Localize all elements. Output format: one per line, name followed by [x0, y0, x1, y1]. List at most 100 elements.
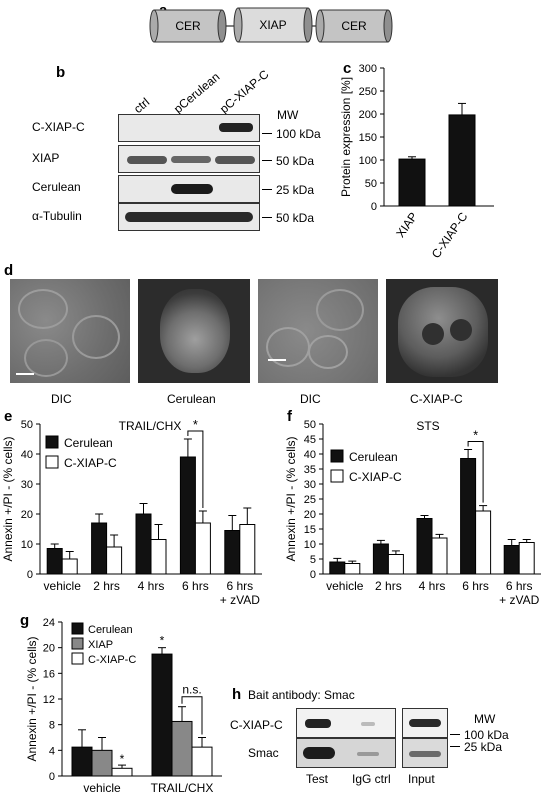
c-ytick-label-4: 200 [359, 109, 377, 121]
dic-image-2 [258, 279, 378, 383]
c-ytick-label-2: 100 [359, 155, 377, 167]
g-legend-label-2: C-XIAP-C [88, 654, 136, 666]
h-lane-test: Test [306, 772, 329, 786]
h-mw-100kda: 100 kDa [464, 728, 509, 742]
segment-label-3: CER [341, 19, 367, 33]
c-ytick-label-1: 50 [365, 178, 377, 190]
g-legend-swatch-2 [71, 652, 84, 665]
chart-c: 0 50 100 150 200 250 300 Protein expression [%]… [339, 63, 494, 260]
segment-label-2: XIAP [259, 18, 286, 32]
f-xtick-label-1-0: 2 hrs [375, 579, 402, 593]
f-ytick-label-8: 40 [304, 449, 316, 461]
g-legend-label-0: Cerulean [88, 624, 133, 636]
e-bar-1-0 [61, 558, 78, 575]
chart-g: 0 4 8 12 16 20 24 Annexin +/PI - (% cells) vehic… [25, 617, 222, 794]
f-ytick-label-3: 15 [304, 524, 316, 536]
e-bar-1-2 [150, 539, 167, 575]
cer-segment-2 [315, 9, 393, 43]
e-ytick-label-2: 20 [21, 509, 33, 521]
g-bar-2-1 [191, 746, 213, 777]
caption-dic-1: DIC [51, 392, 72, 406]
c-bar-0 [398, 158, 426, 207]
f-xtick-label-4-1: + zVAD [499, 593, 539, 607]
e-xtick-label-4-1: + zVAD [220, 593, 260, 607]
f-ytick-label-4: 20 [304, 509, 316, 521]
e-title: TRAIL/CHX [119, 419, 182, 433]
bait-antibody-title: Bait antibody: Smac [248, 688, 355, 702]
cer-segment-1 [149, 9, 227, 43]
e-bar-1-4 [239, 524, 256, 575]
h-row-label-smac: Smac [248, 746, 279, 760]
g-legend-swatch-1 [71, 637, 84, 650]
f-legend-swatch-0 [330, 449, 344, 463]
f-bar-0-1 [372, 543, 389, 575]
h-mw-title: MW [474, 712, 496, 726]
f-bar-0-4 [503, 545, 520, 575]
f-xtick-label-0-0: vehicle [326, 579, 364, 593]
caption-cxiapc: C-XIAP-C [410, 392, 463, 406]
mw-50kda-tubulin: 50 kDa [276, 211, 315, 225]
g-bar-0-0 [71, 746, 93, 777]
g-ns-label: n.s. [182, 683, 201, 697]
blot-strip-cxiapc [118, 114, 260, 142]
e-ytick-label-5: 50 [21, 419, 33, 431]
panel-e-letter: e [4, 408, 13, 425]
f-ytick-label-2: 10 [304, 539, 316, 551]
blot-strip-cerulean [118, 175, 260, 203]
construct-diagram: CER XIAP CER [149, 7, 393, 43]
f-legend-label-0: Cerulean [349, 450, 398, 464]
f-bar-1-4 [518, 542, 535, 575]
lane-label-ctrl: ctrl [131, 94, 153, 116]
g-sig-star-trail: * [160, 634, 165, 648]
panel-c-letter: c [343, 60, 352, 77]
g-xtick-label-1: TRAIL/CHX [151, 781, 214, 794]
h-blot-smac-input [402, 738, 448, 768]
g-ytick-label-1: 4 [49, 745, 55, 757]
f-bar-1-2 [431, 537, 448, 575]
blot-row-label-cxiapc: C-XIAP-C [32, 120, 85, 134]
g-ytick-label-4: 16 [43, 668, 55, 680]
e-bar-0-3 [179, 456, 196, 575]
f-ytick-label-5: 25 [304, 494, 316, 506]
e-legend-label-1: C-XIAP-C [64, 456, 117, 470]
cerulean-fluorescence-image [138, 279, 250, 383]
blot-row-label-xiap: XIAP [32, 151, 60, 165]
e-xtick-label-0-0: vehicle [44, 579, 82, 593]
f-ylabel: Annexin +/PI - (% cells) [284, 436, 298, 561]
e-bar-0-4 [224, 530, 241, 575]
e-ytick-label-3: 30 [21, 479, 33, 491]
panel-b-letter: b [56, 64, 66, 81]
g-bar-2-0 [111, 767, 133, 777]
g-ytick-label-6: 24 [43, 617, 55, 629]
e-legend-swatch-0 [45, 435, 59, 449]
f-bar-1-3 [475, 510, 492, 575]
f-ytick-label-10: 50 [304, 419, 316, 431]
c-ytick-label-5: 250 [359, 86, 377, 98]
f-ytick-label-1: 5 [310, 554, 316, 566]
panel-d-letter: d [4, 262, 14, 279]
h-row-label-cxiapc: C-XIAP-C [230, 718, 283, 732]
e-legend-label-0: Cerulean [64, 436, 113, 450]
f-bar-1-0 [344, 563, 361, 575]
c-xtick-label-1: C-XIAP-C [429, 209, 471, 260]
c-xtick-label-0: XIAP [393, 210, 420, 240]
blot-strip-xiap [118, 145, 260, 173]
c-ytick-label-6: 300 [359, 63, 377, 75]
caption-cerulean: Cerulean [167, 392, 216, 406]
h-mw-25kda: 25 kDa [464, 740, 503, 754]
f-bar-0-0 [329, 561, 346, 575]
f-ytick-label-9: 45 [304, 434, 316, 446]
f-legend-label-1: C-XIAP-C [349, 470, 402, 484]
chart-f: 0 5 10 15 20 25 30 35 40 45 50 Annexin +/PI - (% ce… [284, 419, 541, 607]
c-ytick-label-0: 0 [371, 201, 377, 213]
e-xtick-label-3-0: 6 hrs [182, 579, 209, 593]
g-ytick-label-0: 0 [49, 771, 55, 783]
lane-label-pcxiapc: pC-XIAP-C [217, 67, 272, 116]
c-bar-1 [448, 114, 476, 207]
e-ytick-label-1: 10 [21, 539, 33, 551]
f-ytick-label-7: 35 [304, 464, 316, 476]
g-bar-1-0 [91, 749, 113, 777]
g-ylabel: Annexin +/PI - (% cells) [25, 636, 39, 761]
blot-strip-tubulin [118, 203, 260, 231]
e-legend-swatch-1 [45, 455, 59, 469]
